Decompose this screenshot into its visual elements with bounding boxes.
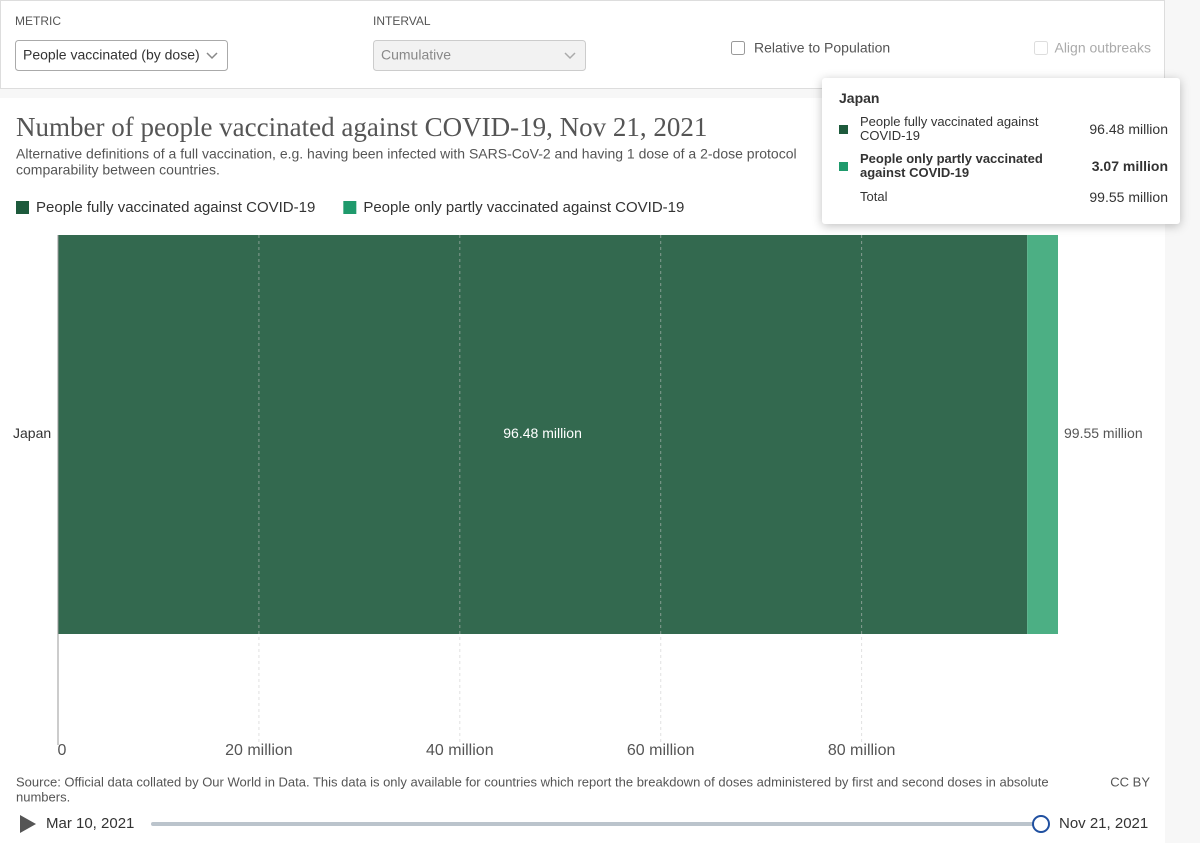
swatch-space (839, 193, 848, 202)
subtitle: Alternative definitions of a full vaccin… (16, 146, 797, 162)
swatch (839, 124, 848, 134)
bar-segment (1027, 235, 1058, 634)
tooltip: Japan People fully vaccinated against CO… (822, 78, 1180, 224)
align-label[interactable]: Align outbreaks (1054, 40, 1151, 56)
interval-value[interactable]: Cumulative (381, 47, 451, 63)
tooltip-name: People fully vaccinated against COVID-19 (860, 114, 1039, 143)
bar-value-label: 96.48 million (503, 425, 582, 441)
swatch (839, 161, 848, 171)
relative-label[interactable]: Relative to Population (754, 40, 890, 56)
tooltip-row: People fully vaccinated against COVID-19… (839, 115, 1168, 143)
tooltip-value: 96.48 million (1089, 121, 1168, 137)
license[interactable]: CC BY (1110, 774, 1150, 789)
tooltip-name: People only partly vaccinated against CO… (860, 151, 1043, 180)
metric-dropdown[interactable] (15, 40, 228, 71)
legend-swatch (343, 201, 357, 214)
chevron (206, 52, 218, 60)
timeline-end: Nov 21, 2021 (1059, 815, 1148, 832)
interval-dropdown[interactable] (373, 40, 586, 71)
source: numbers. (16, 789, 70, 804)
metric-label: METRIC (15, 14, 61, 28)
legend-label: People only partly vaccinated against CO… (363, 199, 684, 216)
play-button[interactable] (20, 815, 36, 833)
x-tick-label: 80 million (828, 742, 896, 759)
timeline-start: Mar 10, 2021 (46, 815, 134, 832)
subtitle: comparability between countries. (16, 162, 220, 178)
tooltip-total: Total (860, 189, 888, 204)
tooltip-title: Japan (839, 90, 880, 106)
timeline-handle[interactable] (1032, 815, 1050, 833)
x-tick-label: 20 million (225, 742, 293, 759)
legend-swatch (16, 201, 29, 214)
tooltip-value: 99.55 million (1089, 189, 1168, 205)
timeline-track[interactable] (151, 822, 1041, 826)
total-label: 99.55 million (1064, 425, 1143, 441)
tooltip-row: Total 99.55 million (839, 189, 1168, 205)
bar-segment (58, 235, 1028, 634)
y-tick-label: Japan (13, 425, 51, 441)
checkbox[interactable] (1034, 41, 1048, 55)
tooltip-row: People only partly vaccinated against CO… (839, 152, 1168, 180)
metric-value[interactable]: People vaccinated (by dose) (23, 47, 200, 63)
chart-title: Number of people vaccinated against COVI… (16, 112, 707, 142)
source: Source: Official data collated by Our Wo… (16, 774, 1049, 789)
interval-label: INTERVAL (373, 14, 431, 28)
legend-label: People fully vaccinated against COVID-19 (36, 199, 315, 216)
x-tick-label: 60 million (627, 742, 695, 759)
tooltip-value: 3.07 million (1091, 158, 1168, 174)
x-tick-label: 0 (58, 742, 67, 759)
checkbox[interactable] (731, 41, 745, 55)
chevron (564, 52, 576, 60)
x-tick-label: 40 million (426, 742, 494, 759)
